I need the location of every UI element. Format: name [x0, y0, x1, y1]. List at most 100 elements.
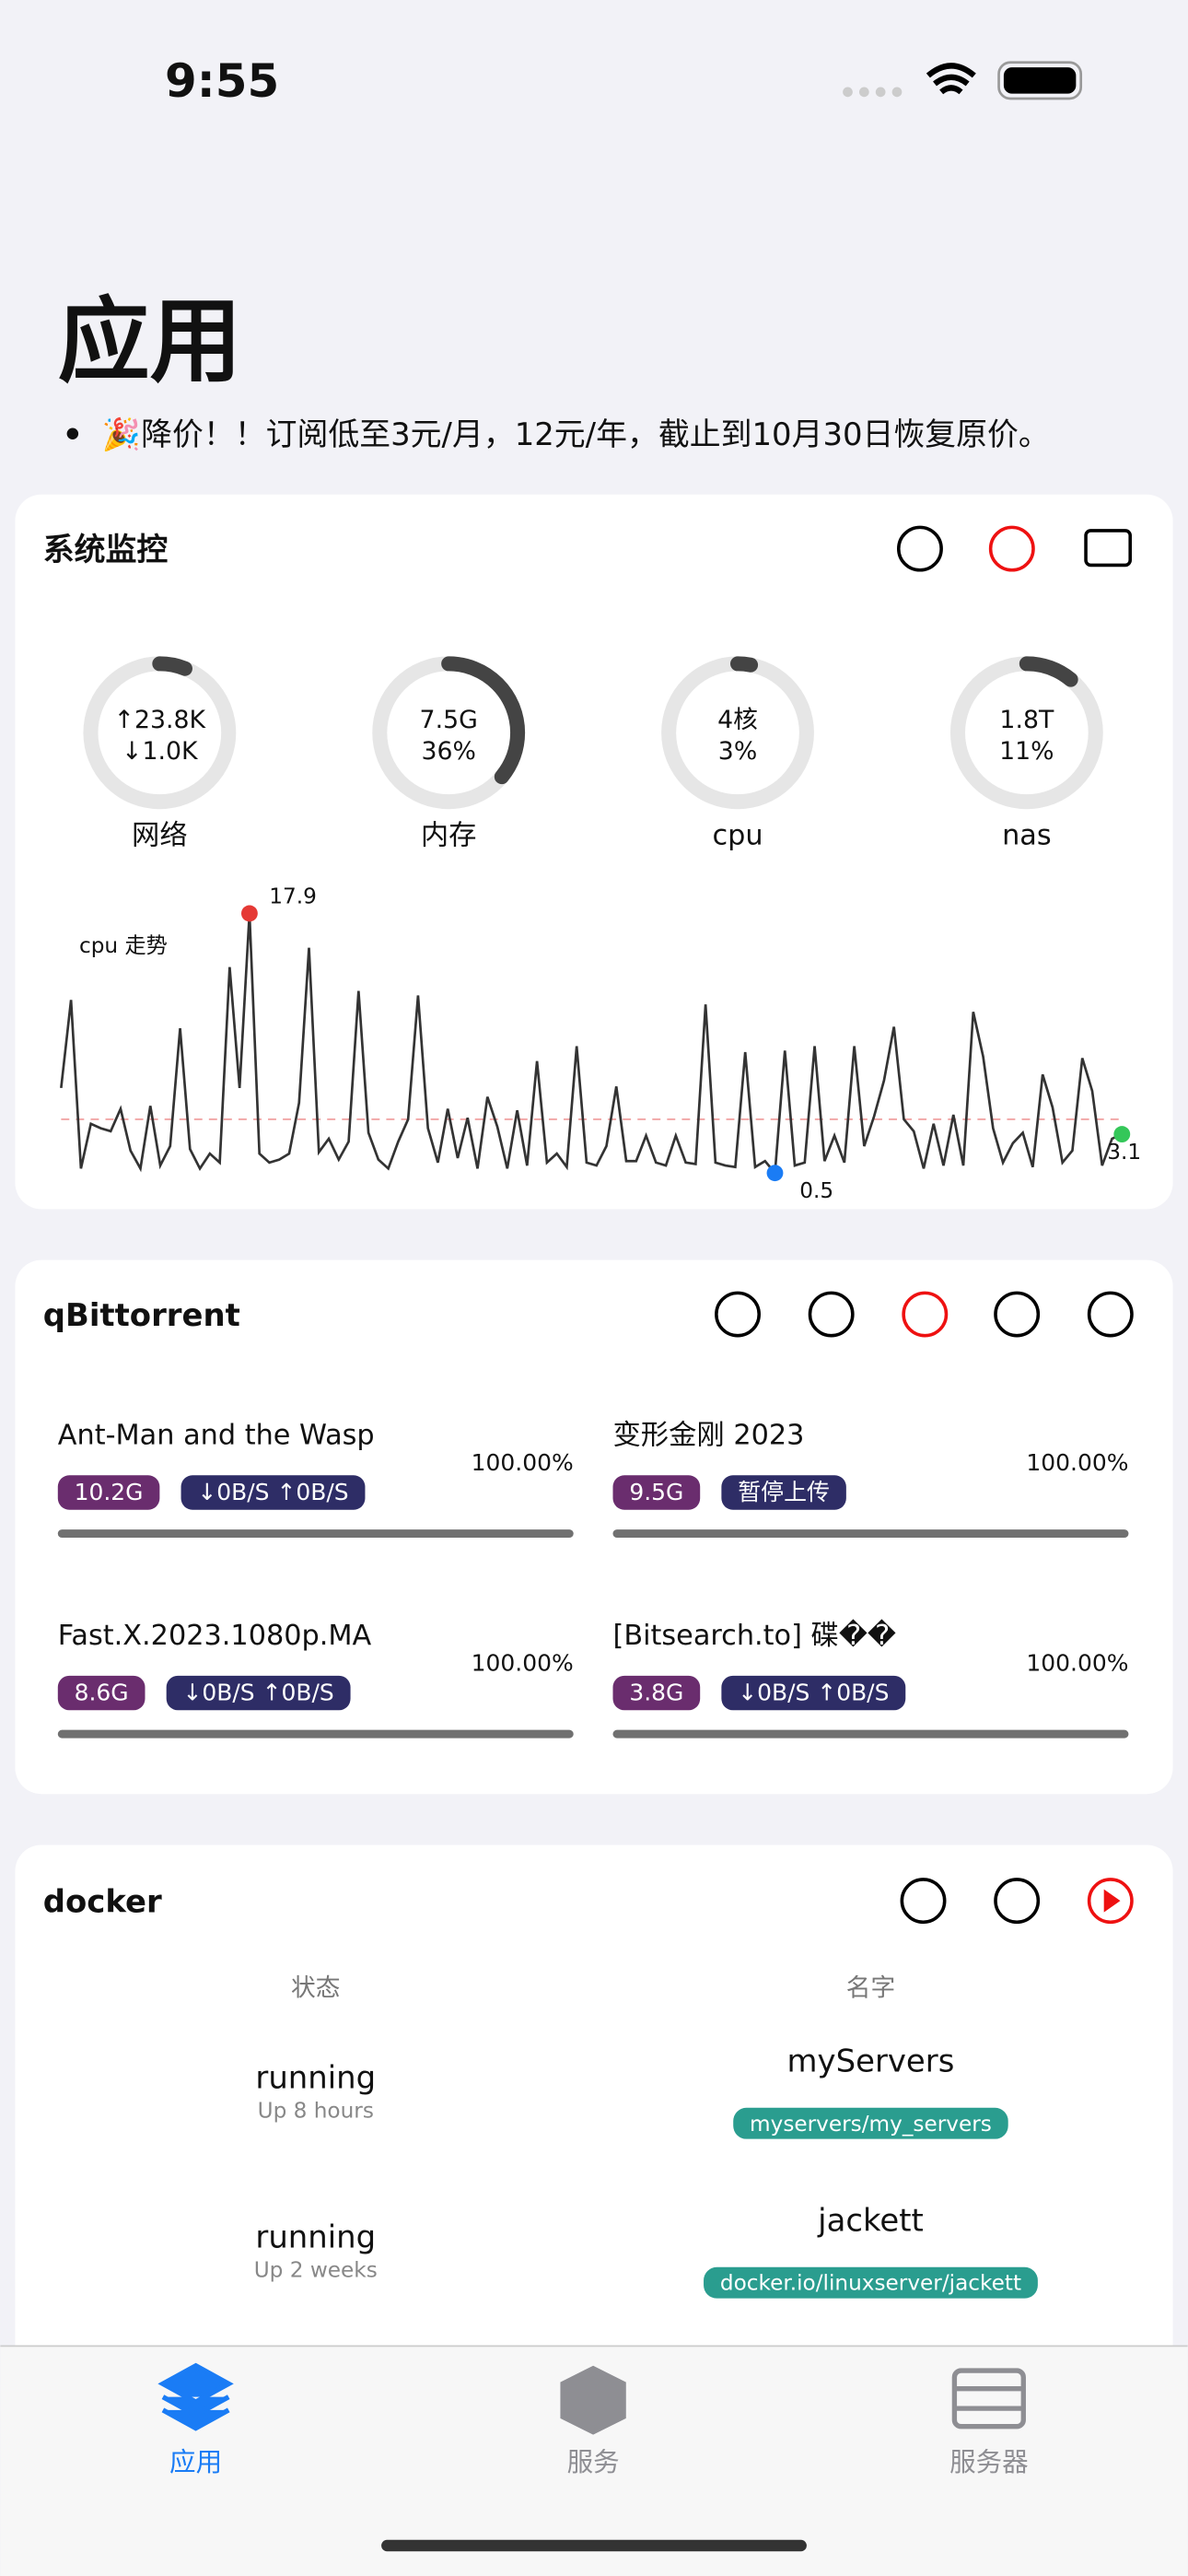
- gauge-label: cpu: [712, 820, 763, 852]
- column-header: 名字: [846, 1974, 895, 2003]
- container-name: myServers: [787, 2043, 955, 2079]
- gauge-text: 4核: [717, 706, 758, 734]
- cpu-chart: 17.9 0.5 3.1: [60, 884, 1141, 1203]
- point-marker: [766, 1165, 784, 1182]
- tab[interactable]: 服务: [560, 2365, 626, 2477]
- container-status: running: [255, 2219, 376, 2254]
- tab-label[interactable]: 服务: [567, 2447, 620, 2477]
- clock: 9:55: [165, 54, 279, 108]
- home-indicator: [381, 2539, 807, 2552]
- point-marker: [1113, 1126, 1131, 1142]
- container-status: running: [255, 2059, 376, 2095]
- image-tag: [704, 2266, 1038, 2299]
- torrent-progress: 100.00%: [1026, 1449, 1128, 1476]
- gauges: ↑23.8K ↓1.0K 网络 7.5G 36% 内存 4核 3% cpu 1.8T 11% nas: [83, 656, 1103, 852]
- folder-button[interactable]: [896, 525, 943, 572]
- gauge-text: 7.5G: [420, 706, 478, 734]
- card-title: docker: [43, 1884, 162, 1920]
- gauge-arc: [949, 656, 1103, 810]
- gauge-label: 网络: [132, 820, 188, 852]
- chart-button[interactable]: [988, 525, 1035, 572]
- torrent-card: [15, 1259, 1173, 1795]
- search-button[interactable]: [900, 1878, 947, 1925]
- package-button[interactable]: [994, 1878, 1041, 1925]
- point-label: 17.9: [269, 884, 317, 909]
- tag: [721, 1675, 906, 1711]
- terminal-button[interactable]: [1084, 529, 1132, 568]
- tag: [721, 1475, 846, 1510]
- gauge-label: 内存: [421, 820, 477, 852]
- tag-text: ↓0B/S ↑0B/S: [738, 1680, 889, 1706]
- tag: [57, 1475, 160, 1510]
- point-marker: [240, 905, 258, 922]
- tag-text: 8.6G: [75, 1680, 129, 1706]
- point-label: 0.5: [799, 1178, 833, 1203]
- torrent-progress: 100.00%: [472, 1649, 574, 1676]
- docker-actions[interactable]: [900, 1878, 1134, 1925]
- gauge-arc: [83, 656, 237, 810]
- torrent-name: Fast.X.2023.1080p.MA: [58, 1620, 372, 1652]
- gauge-label: nas: [1002, 820, 1052, 852]
- gauge-text: ↑23.8K: [114, 706, 207, 734]
- torrent-progress: 100.00%: [472, 1449, 574, 1476]
- torrent-name: Ant-Man and the Wasp: [58, 1419, 375, 1451]
- list-button[interactable]: [902, 1291, 949, 1338]
- tab-label[interactable]: 应用: [169, 2447, 222, 2477]
- torrent-actions[interactable]: [715, 1291, 1134, 1338]
- gauge-text: 11%: [999, 737, 1054, 766]
- tag: [612, 1475, 701, 1510]
- container-image: docker.io/linuxserver/jackett: [720, 2271, 1021, 2296]
- gauge-text: ↓1.0K: [122, 737, 199, 766]
- tag-text: 3.8G: [629, 1680, 683, 1706]
- gauge-text: 1.8T: [999, 706, 1054, 734]
- gauge-arc: [372, 656, 526, 810]
- container-list: running Up 8 hours myServers myservers/my_s…: [254, 2043, 1038, 2299]
- tag: [166, 1675, 351, 1711]
- gauge-text: 3%: [718, 737, 757, 766]
- cpu-line: [60, 913, 1123, 1177]
- search-button[interactable]: [808, 1291, 855, 1338]
- tag-text: ↓0B/S ↑0B/S: [183, 1680, 334, 1706]
- torrent-list: Ant-Man and the Wasp 100.00% 10.2G ↓0B/S ↑0…: [57, 1419, 1129, 1739]
- tag-text: 9.5G: [629, 1479, 683, 1505]
- bullet: [66, 427, 79, 439]
- tag: [57, 1675, 146, 1711]
- image-tag: [733, 2107, 1008, 2139]
- tab-label[interactable]: 服务器: [949, 2447, 1029, 2477]
- container-uptime: Up 2 weeks: [254, 2257, 378, 2282]
- progress-bar: [612, 1729, 1129, 1739]
- tag-text: 暂停上传: [738, 1479, 830, 1505]
- container-uptime: Up 8 hours: [258, 2098, 374, 2123]
- gauge-text: 36%: [421, 737, 475, 766]
- progress-bar: [57, 1729, 574, 1739]
- gauge-arc: [661, 656, 814, 810]
- card-title: 系统监控: [43, 532, 169, 568]
- torrent-name: 变形金刚 2023: [613, 1419, 805, 1451]
- page-title: 应用: [58, 287, 242, 395]
- progress-bar: [612, 1529, 1129, 1539]
- play-button[interactable]: [1087, 1878, 1134, 1925]
- add-button[interactable]: [715, 1291, 761, 1338]
- tag: [612, 1675, 701, 1711]
- point-label: 3.1: [1107, 1140, 1141, 1165]
- status-icons: [843, 61, 1083, 100]
- torrent-progress: 100.00%: [1026, 1649, 1128, 1676]
- chart-title: cpu 走势: [79, 933, 168, 958]
- notice: 🎉降价！！订阅低至3元/月，12元/年，截止到10月30日恢复原价。: [102, 416, 1050, 453]
- container-name: jackett: [817, 2203, 924, 2239]
- tab[interactable]: 应用: [157, 2362, 234, 2477]
- tag-text: 10.2G: [75, 1479, 144, 1505]
- done-button[interactable]: [1087, 1291, 1134, 1338]
- docker-card: [15, 1844, 1173, 2387]
- monitor-actions[interactable]: [896, 525, 1132, 572]
- progress-bar: [57, 1529, 574, 1539]
- container-image: myservers/my_servers: [750, 2112, 992, 2137]
- tag: [181, 1475, 366, 1510]
- tab[interactable]: 服务器: [949, 2368, 1029, 2477]
- tag-text: ↓0B/S ↑0B/S: [197, 1479, 348, 1505]
- monitor-card: [15, 494, 1173, 1210]
- torrent-name: [Bitsearch.to] 碟��: [613, 1619, 896, 1652]
- download-button[interactable]: [994, 1291, 1041, 1338]
- column-header: 状态: [291, 1974, 340, 2003]
